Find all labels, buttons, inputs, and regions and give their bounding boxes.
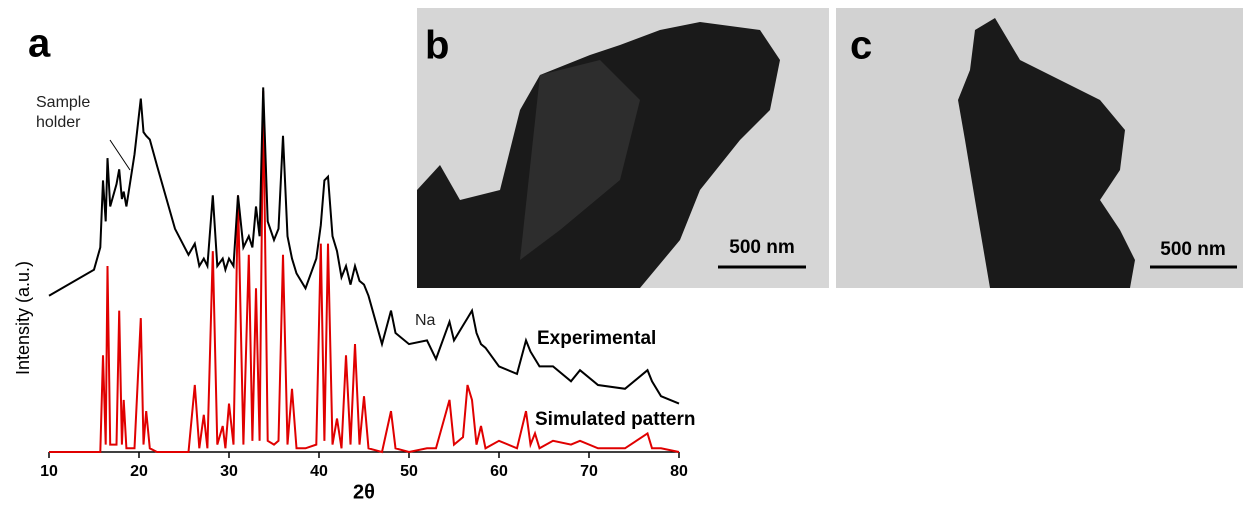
x-tick-label: 40: [310, 463, 328, 480]
series-label: Simulated pattern: [535, 409, 695, 430]
x-tick-label: 30: [220, 463, 238, 480]
scale-bar-label: 500 nm: [1160, 239, 1225, 260]
annotation: Na: [415, 312, 436, 329]
x-tick-label: 10: [40, 463, 58, 480]
x-axis-label: 2θ: [353, 481, 375, 503]
annotation-arrow: [110, 140, 130, 170]
x-tick-label: 80: [670, 463, 688, 480]
y-axis-label: Intensity (a.u.): [13, 261, 33, 375]
figure: a 2θ Intensity (a.u.) Experimental Simul…: [0, 0, 1247, 508]
x-tick-label: 50: [400, 463, 418, 480]
annotation: Sample holder: [36, 93, 106, 133]
panel-label: c: [850, 24, 872, 68]
x-tick-label: 70: [580, 463, 598, 480]
series-label: Experimental: [537, 328, 656, 349]
scale-bar-label: 500 nm: [729, 237, 794, 258]
panel-label: b: [425, 24, 449, 68]
x-tick-label: 60: [490, 463, 508, 480]
panel-label: a: [28, 22, 51, 66]
chart: a 2θ Intensity (a.u.) Experimental Simul…: [0, 0, 1247, 508]
x-tick-label: 20: [130, 463, 148, 480]
